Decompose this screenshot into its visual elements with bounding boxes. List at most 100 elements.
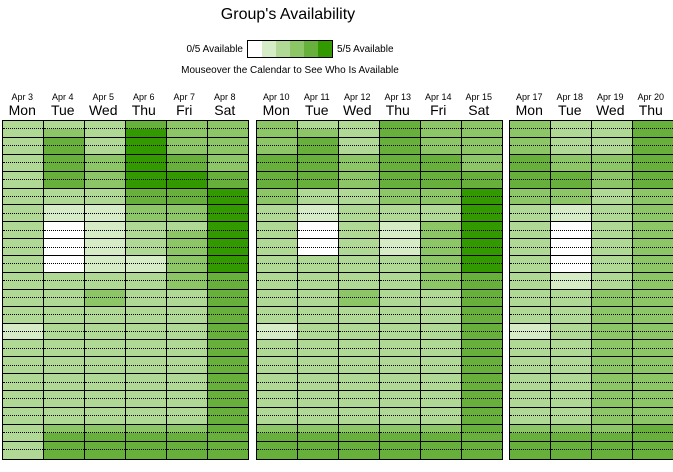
time-slot[interactable] — [208, 121, 248, 130]
time-slot[interactable] — [257, 247, 297, 256]
time-slot[interactable] — [298, 323, 338, 332]
time-slot[interactable] — [85, 188, 125, 197]
time-slot[interactable] — [298, 416, 338, 425]
time-slot[interactable] — [633, 222, 673, 231]
time-slot[interactable] — [3, 323, 43, 332]
time-slot[interactable] — [551, 365, 591, 375]
time-slot[interactable] — [339, 433, 379, 442]
time-slot[interactable] — [462, 374, 502, 383]
time-slot[interactable] — [592, 205, 632, 214]
time-slot[interactable] — [633, 239, 673, 248]
time-slot[interactable] — [551, 424, 591, 434]
time-slot[interactable] — [462, 163, 502, 172]
time-slot[interactable] — [510, 239, 550, 248]
time-slot[interactable] — [633, 424, 673, 434]
time-slot[interactable] — [462, 247, 502, 256]
time-slot[interactable] — [380, 256, 420, 265]
time-slot[interactable] — [510, 391, 550, 400]
time-slot[interactable] — [421, 382, 461, 391]
time-slot[interactable] — [85, 230, 125, 240]
time-slot[interactable] — [592, 171, 632, 181]
time-slot[interactable] — [257, 129, 297, 138]
time-slot[interactable] — [421, 348, 461, 358]
time-slot[interactable] — [126, 222, 166, 231]
time-slot[interactable] — [208, 323, 248, 332]
time-slot[interactable] — [592, 272, 632, 282]
time-slot[interactable] — [380, 365, 420, 375]
time-slot[interactable] — [551, 331, 591, 341]
time-slot[interactable] — [167, 289, 207, 299]
time-slot[interactable] — [551, 230, 591, 240]
time-slot[interactable] — [462, 348, 502, 358]
time-slot[interactable] — [298, 374, 338, 383]
time-slot[interactable] — [551, 146, 591, 155]
time-slot[interactable] — [510, 382, 550, 391]
time-slot[interactable] — [298, 331, 338, 341]
time-slot[interactable] — [298, 129, 338, 138]
time-slot[interactable] — [421, 196, 461, 206]
time-slot[interactable] — [298, 121, 338, 130]
time-slot[interactable] — [633, 289, 673, 299]
time-slot[interactable] — [380, 163, 420, 172]
time-slot[interactable] — [44, 180, 84, 189]
time-slot[interactable] — [298, 340, 338, 349]
time-slot[interactable] — [380, 416, 420, 425]
time-slot[interactable] — [298, 357, 338, 366]
time-slot[interactable] — [126, 146, 166, 155]
time-slot[interactable] — [3, 163, 43, 172]
time-slot[interactable] — [257, 323, 297, 332]
time-slot[interactable] — [167, 264, 207, 273]
time-slot[interactable] — [208, 154, 248, 164]
time-slot[interactable] — [633, 416, 673, 425]
time-slot[interactable] — [3, 441, 43, 451]
time-slot[interactable] — [167, 121, 207, 130]
time-slot[interactable] — [551, 374, 591, 383]
time-slot[interactable] — [633, 171, 673, 181]
time-slot[interactable] — [167, 391, 207, 400]
time-slot[interactable] — [44, 213, 84, 223]
time-slot[interactable] — [633, 407, 673, 417]
time-slot[interactable] — [462, 391, 502, 400]
time-slot[interactable] — [421, 129, 461, 138]
time-slot[interactable] — [421, 340, 461, 349]
time-slot[interactable] — [551, 306, 591, 316]
time-slot[interactable] — [510, 222, 550, 231]
time-slot[interactable] — [257, 188, 297, 197]
time-slot[interactable] — [257, 230, 297, 240]
time-slot[interactable] — [633, 298, 673, 307]
time-slot[interactable] — [633, 205, 673, 214]
time-slot[interactable] — [592, 424, 632, 434]
time-slot[interactable] — [421, 213, 461, 223]
time-slot[interactable] — [421, 239, 461, 248]
time-slot[interactable] — [510, 441, 550, 451]
time-slot[interactable] — [126, 374, 166, 383]
time-slot[interactable] — [44, 281, 84, 290]
time-slot[interactable] — [421, 180, 461, 189]
time-slot[interactable] — [257, 213, 297, 223]
time-slot[interactable] — [126, 121, 166, 130]
time-slot[interactable] — [44, 399, 84, 408]
time-slot[interactable] — [208, 441, 248, 451]
time-slot[interactable] — [510, 163, 550, 172]
time-slot[interactable] — [167, 247, 207, 256]
time-slot[interactable] — [3, 416, 43, 425]
day-column[interactable] — [551, 121, 592, 459]
time-slot[interactable] — [380, 357, 420, 366]
time-slot[interactable] — [298, 213, 338, 223]
time-slot[interactable] — [421, 374, 461, 383]
time-slot[interactable] — [592, 222, 632, 231]
time-slot[interactable] — [208, 374, 248, 383]
time-slot[interactable] — [85, 365, 125, 375]
time-slot[interactable] — [380, 374, 420, 383]
time-slot[interactable] — [257, 357, 297, 366]
time-slot[interactable] — [3, 239, 43, 248]
time-slot[interactable] — [339, 256, 379, 265]
time-slot[interactable] — [551, 264, 591, 273]
time-slot[interactable] — [3, 298, 43, 307]
time-slot[interactable] — [257, 256, 297, 265]
time-slot[interactable] — [298, 188, 338, 197]
time-slot[interactable] — [462, 239, 502, 248]
time-slot[interactable] — [208, 365, 248, 375]
time-slot[interactable] — [551, 171, 591, 181]
time-slot[interactable] — [633, 154, 673, 164]
